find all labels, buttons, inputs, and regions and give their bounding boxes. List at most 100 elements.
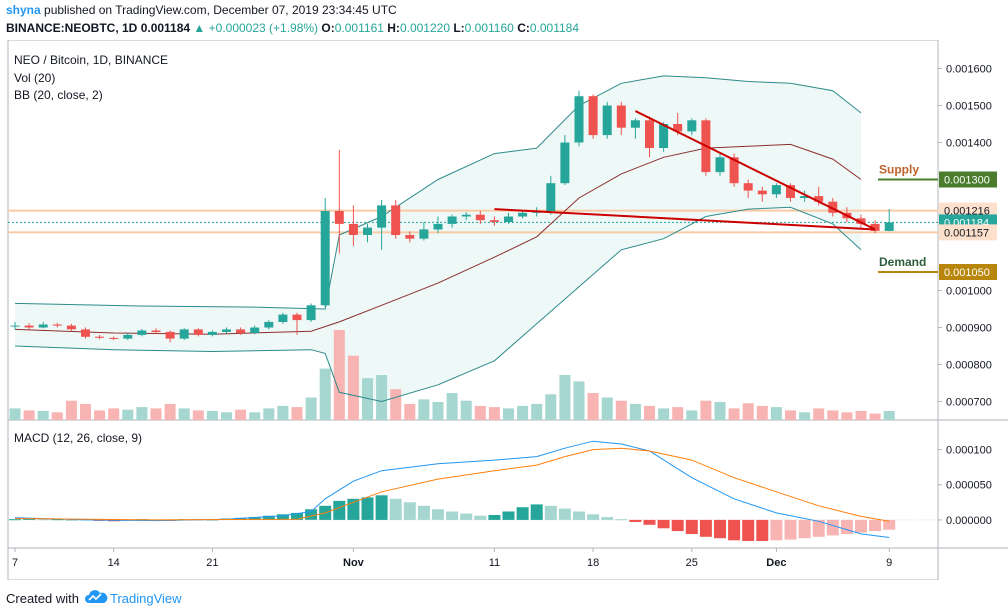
volume-bar: [277, 405, 289, 420]
macd-histogram-bar: [869, 519, 882, 532]
macd-histogram-bar: [798, 519, 811, 539]
time-tick-label: Dec: [766, 557, 786, 569]
candle-body: [461, 214, 471, 217]
symbol-legend[interactable]: NEO / Bitcoin, 1D, BINANCE: [14, 53, 169, 67]
bollinger-legend[interactable]: BB (20, close, 2): [14, 88, 103, 102]
price-tag-bg: [939, 264, 997, 280]
macd-histogram-bar: [206, 519, 219, 521]
candle-body: [320, 211, 330, 306]
volume-bar: [559, 375, 571, 420]
candle-body: [743, 183, 753, 191]
volume-bar: [376, 375, 388, 420]
macd-legend[interactable]: MACD (12, 26, close, 9): [14, 431, 143, 445]
volume-bar: [164, 403, 176, 420]
macd-histogram-bar: [657, 519, 670, 529]
price-tick-label: 0.001000: [946, 286, 992, 298]
volume-bar: [770, 407, 782, 420]
volume-bar: [601, 397, 613, 420]
volume-bar: [305, 397, 317, 420]
macd-tick-label: 0.000050: [946, 480, 992, 492]
candle-body: [236, 329, 246, 334]
volume-bar: [672, 407, 684, 420]
chart-canvas[interactable]: Supply Demand 0.001600 0.001500 0.001400 0.00…: [0, 40, 1008, 580]
candle-body: [179, 329, 189, 339]
candle-body: [377, 205, 387, 228]
volume-bar: [263, 408, 275, 420]
candle-body: [109, 337, 119, 339]
low-value: 0.001160: [464, 21, 514, 35]
chart-area[interactable]: Supply Demand 0.001600 0.001500 0.001400 0.00…: [0, 40, 1008, 580]
candle-body: [81, 329, 90, 337]
volume-bar: [108, 408, 120, 420]
candle-body: [123, 334, 133, 339]
volume-bar: [418, 399, 430, 420]
candle-body: [391, 205, 401, 235]
candle-body: [207, 331, 217, 335]
macd-histogram-bar: [770, 519, 783, 541]
created-with-text: Created with: [6, 591, 79, 606]
volume-bar: [756, 405, 768, 420]
time-tick-label: 21: [206, 557, 218, 569]
macd-line: [14, 440, 890, 538]
macd-histogram-bar: [601, 517, 614, 520]
volume-bar: [517, 405, 529, 420]
candle-body: [560, 142, 570, 184]
volume-legend[interactable]: Vol (20): [14, 71, 56, 85]
volume-bar: [404, 403, 416, 420]
volume-bar: [742, 403, 754, 420]
volume-bar: [700, 400, 712, 420]
time-tick-label: 7: [12, 557, 18, 569]
macd-histogram-bar: [756, 519, 769, 541]
price-tag-label: 0.001050: [944, 267, 990, 279]
close-label: C:: [517, 21, 530, 35]
candle-body: [645, 120, 654, 148]
macd-histogram-bar: [9, 519, 21, 521]
candle-body: [588, 96, 598, 136]
volume-bar: [333, 330, 345, 420]
candle-body: [602, 105, 612, 136]
macd-histogram-bar: [389, 498, 402, 520]
candle-body: [137, 330, 147, 335]
candle-body: [24, 325, 34, 328]
volume-bar: [235, 409, 247, 420]
macd-histogram-bar: [488, 515, 501, 520]
macd-histogram-bar: [23, 518, 36, 520]
candle-body: [363, 227, 372, 235]
macd-histogram-bar: [544, 505, 557, 520]
price-tick-label: 0.001500: [946, 101, 992, 113]
macd-histogram-bar: [685, 519, 698, 534]
macd-histogram-bar: [502, 511, 515, 520]
candle-body: [433, 223, 443, 230]
candle-body: [419, 229, 429, 239]
macd-histogram-bar: [629, 519, 642, 522]
candle-body: [264, 321, 274, 328]
volume-bar: [390, 389, 402, 420]
volume-bar: [122, 409, 134, 420]
open-label: O:: [321, 21, 335, 35]
bollinger-basis: [14, 143, 862, 335]
footer: Created with TradingView: [0, 582, 1008, 615]
author-name[interactable]: shyna: [6, 3, 41, 17]
last-price: 0.001184: [140, 21, 191, 35]
volume-bar: [827, 410, 839, 420]
volume-bar: [65, 400, 77, 420]
bollinger-upper: [14, 75, 862, 310]
trendline: [494, 208, 876, 231]
macd-histogram-bar: [460, 513, 473, 520]
candle-body: [405, 235, 415, 239]
price-tick-label: 0.001400: [946, 138, 992, 150]
time-tick-label: 14: [108, 557, 120, 569]
price-tag-label: 0.001157: [944, 227, 989, 239]
bollinger-lower: [14, 206, 862, 403]
volume-bar: [221, 412, 232, 420]
candle-body: [52, 324, 62, 326]
supply-label: Supply: [879, 163, 919, 177]
tradingview-cloud-icon[interactable]: [84, 588, 108, 606]
macd-histogram-bar: [276, 514, 289, 520]
candle-body: [786, 185, 795, 198]
candle-body: [165, 331, 175, 339]
macd-histogram-bar: [855, 519, 867, 533]
price-tick-label: 0.000800: [946, 360, 992, 372]
volume-bar: [545, 394, 557, 420]
tradingview-brand[interactable]: TradingView: [110, 591, 182, 606]
